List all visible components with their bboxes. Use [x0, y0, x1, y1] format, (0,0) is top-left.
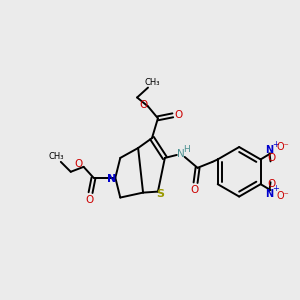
Text: N: N	[266, 145, 274, 154]
Text: O: O	[74, 159, 83, 169]
Text: N: N	[177, 149, 184, 159]
Text: O: O	[175, 110, 183, 120]
Text: CH₃: CH₃	[144, 78, 160, 87]
Text: O: O	[85, 194, 94, 205]
Text: CH₃: CH₃	[48, 152, 64, 161]
Text: S: S	[156, 189, 164, 199]
Text: +: +	[272, 140, 279, 149]
Text: O⁻: O⁻	[276, 142, 289, 152]
Text: +: +	[272, 184, 279, 193]
Text: O: O	[267, 179, 276, 189]
Text: O: O	[267, 153, 276, 164]
Text: O⁻: O⁻	[276, 191, 289, 201]
Text: H: H	[183, 146, 190, 154]
Text: N: N	[107, 174, 116, 184]
Text: O: O	[139, 100, 147, 110]
Text: O: O	[190, 184, 199, 195]
Text: N: N	[266, 189, 274, 199]
